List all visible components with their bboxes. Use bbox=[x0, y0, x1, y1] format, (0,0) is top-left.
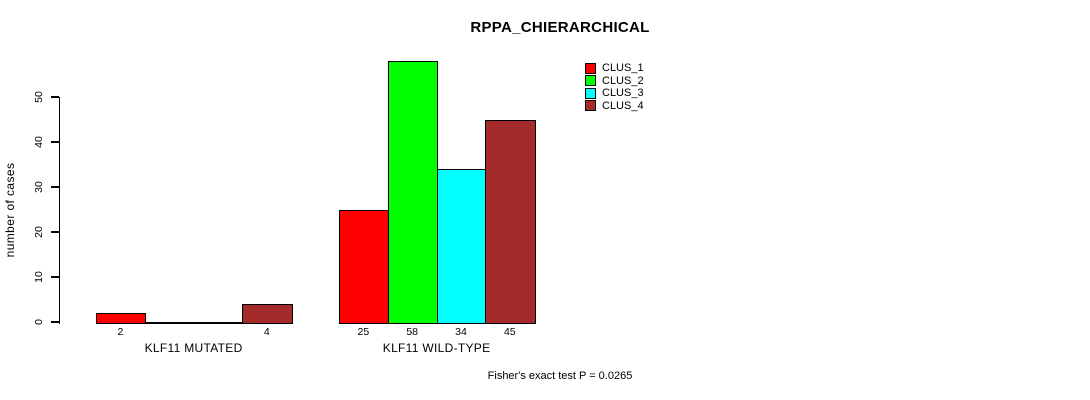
legend-label: CLUS_4 bbox=[602, 99, 644, 112]
y-tick-label: 40 bbox=[33, 136, 45, 148]
bar-clus_1 bbox=[339, 209, 390, 324]
y-axis-line bbox=[58, 97, 60, 324]
x-category-label: KLF11 MUTATED bbox=[144, 341, 243, 355]
footnote: Fisher's exact test P = 0.0265 bbox=[487, 370, 633, 382]
bar-value-label: 4 bbox=[263, 326, 270, 338]
bar-value-label: 25 bbox=[357, 326, 370, 338]
chart-title: RPPA_CHIERARCHICAL bbox=[470, 19, 650, 36]
legend-item: CLUS_2 bbox=[585, 75, 644, 88]
bar-value-label: 2 bbox=[117, 326, 124, 338]
legend-label: CLUS_2 bbox=[602, 74, 644, 87]
legend-swatch bbox=[585, 75, 596, 87]
legend-item: CLUS_4 bbox=[585, 100, 644, 113]
y-tick-label: 10 bbox=[33, 271, 45, 283]
bar-value-label: 34 bbox=[455, 326, 467, 338]
x-category-label: KLF11 WILD-TYPE bbox=[382, 341, 491, 355]
legend-swatch bbox=[585, 87, 596, 99]
legend-label: CLUS_1 bbox=[602, 62, 644, 74]
y-axis-tick bbox=[50, 321, 59, 323]
y-axis-tick bbox=[50, 186, 59, 188]
y-axis-tick bbox=[50, 141, 59, 143]
y-tick-label: 0 bbox=[33, 319, 45, 325]
legend-swatch bbox=[585, 100, 596, 112]
legend: CLUS_1 CLUS_2 CLUS_3 CLUS_4 bbox=[585, 62, 644, 112]
y-axis-tick bbox=[50, 231, 59, 233]
legend-item: CLUS_3 bbox=[585, 87, 644, 100]
legend-item: CLUS_1 bbox=[585, 62, 644, 75]
bar-clus_4 bbox=[242, 304, 293, 324]
y-tick-label: 30 bbox=[33, 181, 45, 193]
bar-clus_4 bbox=[485, 119, 536, 324]
bar-value-label: 45 bbox=[503, 326, 516, 338]
y-tick-label: 20 bbox=[33, 226, 45, 238]
legend-label: CLUS_3 bbox=[602, 87, 644, 99]
bar-clus_2 bbox=[387, 61, 439, 324]
bar-clus_3 bbox=[436, 169, 487, 324]
legend-swatch bbox=[585, 62, 596, 74]
y-axis-tick bbox=[50, 276, 59, 278]
bar-clus_1 bbox=[96, 313, 147, 324]
y-tick-label: 50 bbox=[33, 91, 45, 103]
y-axis-tick bbox=[50, 96, 59, 98]
bar-value-label: 58 bbox=[406, 326, 419, 338]
zero-baseline bbox=[96, 322, 292, 324]
